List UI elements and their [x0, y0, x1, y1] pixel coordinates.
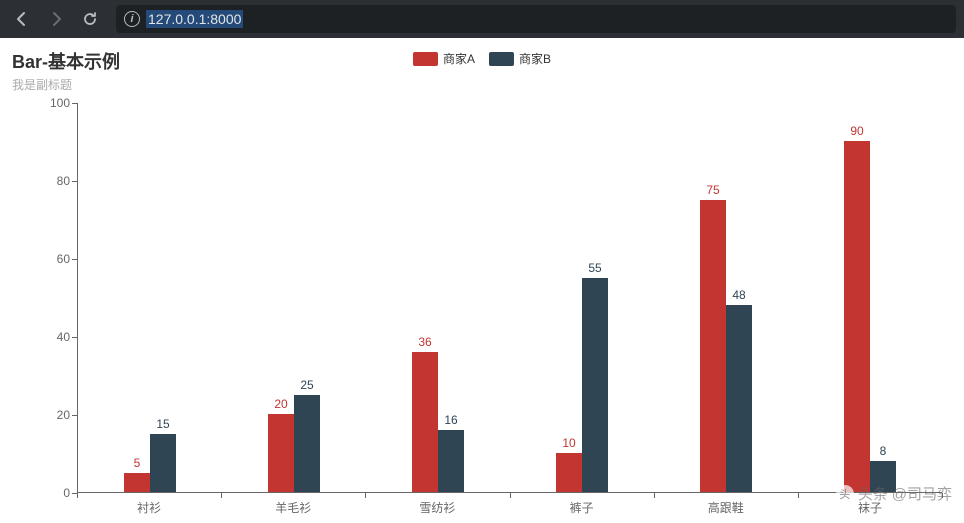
- bar[interactable]: 8: [870, 461, 896, 492]
- bar[interactable]: 55: [582, 278, 608, 493]
- bars-container: 5152025361610557548908: [78, 102, 942, 492]
- bar[interactable]: 20: [268, 414, 294, 492]
- bar-chart: 5152025361610557548908 020406080100 衬衫羊毛…: [12, 103, 952, 523]
- bar-value-label: 5: [134, 456, 141, 470]
- browser-toolbar: i 127.0.0.1:8000: [0, 0, 964, 38]
- bar-value-label: 48: [732, 288, 745, 302]
- category-group: 7548: [654, 102, 798, 492]
- bar[interactable]: 16: [438, 430, 464, 492]
- bar[interactable]: 36: [412, 352, 438, 492]
- site-info-icon[interactable]: i: [124, 11, 140, 27]
- legend-item-1[interactable]: 商家B: [489, 50, 551, 67]
- bar-value-label: 25: [300, 378, 313, 392]
- bar[interactable]: 48: [726, 305, 752, 492]
- y-tick-label: 0: [63, 486, 70, 500]
- x-tick: [77, 493, 78, 498]
- x-tick-label: 高跟鞋: [654, 493, 798, 516]
- y-tick: [72, 259, 77, 260]
- y-tick: [72, 337, 77, 338]
- bar[interactable]: 25: [294, 395, 320, 493]
- bar-value-label: 15: [156, 417, 169, 431]
- legend-label: 商家A: [443, 50, 475, 67]
- y-tick-label: 80: [57, 174, 70, 188]
- x-tick: [510, 493, 511, 498]
- bar-value-label: 75: [706, 183, 719, 197]
- address-bar[interactable]: i 127.0.0.1:8000: [116, 5, 956, 33]
- x-tick-label: 衬衫: [77, 493, 221, 516]
- bar[interactable]: 5: [124, 473, 150, 493]
- x-tick: [365, 493, 366, 498]
- x-tick: [221, 493, 222, 498]
- chart-legend: 商家A 商家B: [413, 50, 551, 67]
- url-text: 127.0.0.1:8000: [146, 10, 243, 28]
- bar-value-label: 90: [850, 124, 863, 138]
- x-tick-label: 裤子: [510, 493, 654, 516]
- x-tick-label: 雪纺衫: [365, 493, 509, 516]
- y-tick-label: 60: [57, 252, 70, 266]
- y-tick: [72, 181, 77, 182]
- bar-value-label: 10: [562, 436, 575, 450]
- category-group: 515: [78, 102, 222, 492]
- y-tick-label: 40: [57, 330, 70, 344]
- bar-value-label: 36: [418, 335, 431, 349]
- page-content: Bar-基本示例 我是副标题 商家A商家B 515202536161055754…: [0, 38, 964, 523]
- legend-swatch: [413, 52, 438, 66]
- bar-value-label: 55: [588, 261, 601, 275]
- y-tick-label: 20: [57, 408, 70, 422]
- bar[interactable]: 75: [700, 200, 726, 493]
- category-group: 908: [798, 102, 942, 492]
- bar[interactable]: 10: [556, 453, 582, 492]
- x-tick-label: 羊毛衫: [221, 493, 365, 516]
- bar-value-label: 8: [880, 444, 887, 458]
- y-tick-label: 100: [50, 96, 70, 110]
- forward-button[interactable]: [42, 5, 70, 33]
- category-group: 2025: [222, 102, 366, 492]
- y-tick: [72, 415, 77, 416]
- reload-button[interactable]: [76, 5, 104, 33]
- bar-value-label: 16: [444, 413, 457, 427]
- chart-subtitle: 我是副标题: [12, 76, 952, 93]
- plot-area: 5152025361610557548908: [77, 103, 942, 493]
- category-group: 1055: [510, 102, 654, 492]
- bar[interactable]: 15: [150, 434, 176, 493]
- bar[interactable]: 90: [844, 141, 870, 492]
- back-button[interactable]: [8, 5, 36, 33]
- legend-item-0[interactable]: 商家A: [413, 50, 475, 67]
- legend-swatch: [489, 52, 514, 66]
- bar-value-label: 20: [274, 397, 287, 411]
- category-group: 3616: [366, 102, 510, 492]
- x-tick: [654, 493, 655, 498]
- legend-label: 商家B: [519, 50, 551, 67]
- x-tick: [798, 493, 799, 498]
- y-tick: [72, 103, 77, 104]
- x-tick-label: 袜子: [798, 493, 942, 516]
- x-tick: [942, 493, 943, 498]
